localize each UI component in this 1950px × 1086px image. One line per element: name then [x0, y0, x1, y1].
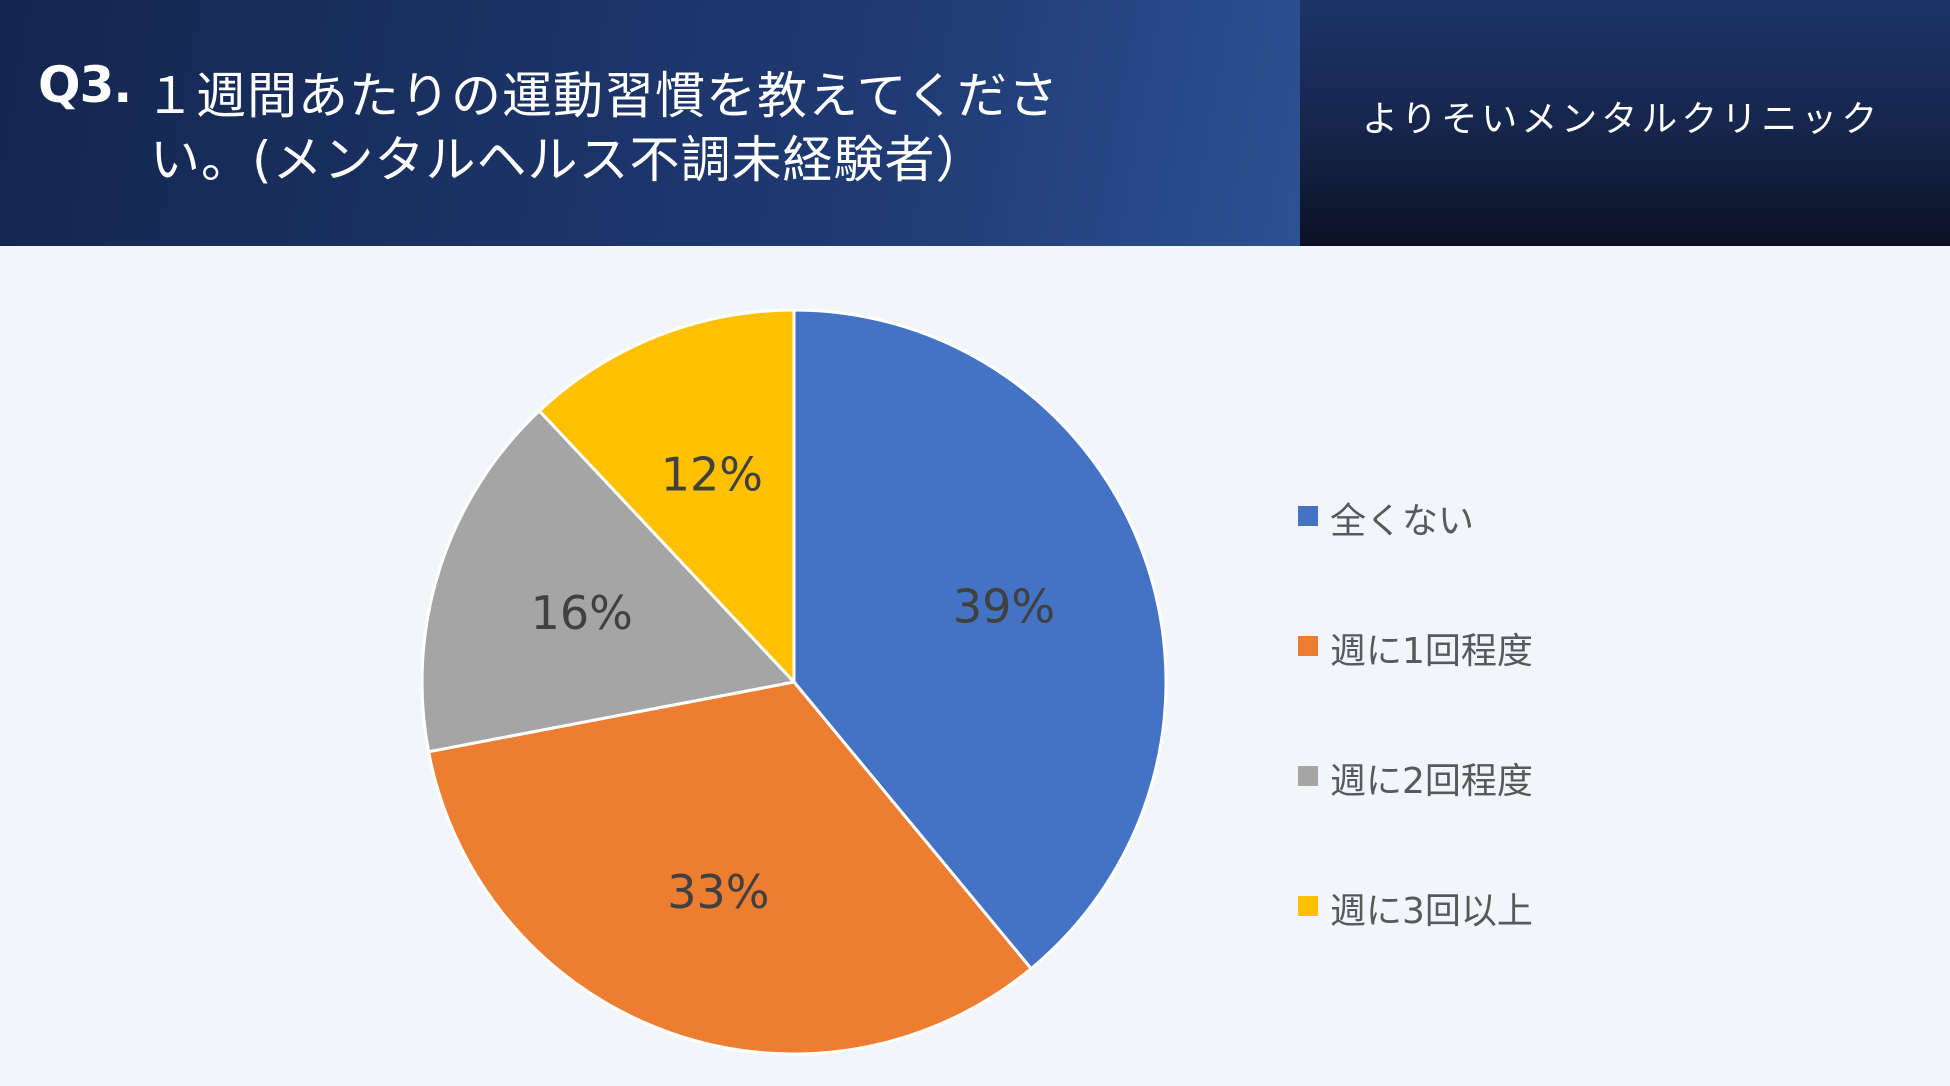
pie-label-none: 39% — [953, 579, 1055, 633]
legend-swatch-three-plus-weekly — [1298, 896, 1318, 916]
legend-label-once-weekly: 週に1回程度 — [1330, 631, 1533, 672]
legend-swatch-twice-weekly — [1298, 766, 1318, 786]
legend-label-twice-weekly: 週に2回程度 — [1330, 761, 1533, 802]
legend-label-none: 全くない — [1330, 501, 1475, 542]
legend-label-three-plus-weekly: 週に3回以上 — [1330, 891, 1533, 932]
question-title-line-2: い。(メンタルヘルス不調未経験者） — [150, 131, 987, 189]
legend-swatch-once-weekly — [1298, 636, 1318, 656]
pie-slice-twice-weekly — [420, 408, 797, 754]
pie-slices — [420, 308, 1168, 1056]
pie-slice-once-weekly — [426, 680, 1034, 1056]
pie-label-twice-weekly: 16% — [531, 586, 633, 640]
pie-chart: 39% 33% 16% 12% — [420, 308, 1168, 1056]
pie-slice-three-plus-weekly — [537, 308, 796, 686]
title-panel: Q3. １週間あたりの運動習慣を教えてくださ い。(メンタルヘルス不調未経験者） — [0, 0, 1300, 246]
brand-panel — [1300, 0, 1950, 246]
legend-swatch-none — [1298, 506, 1318, 526]
header-banner: Q3. １週間あたりの運動習慣を教えてくださ い。(メンタルヘルス不調未経験者）… — [0, 0, 1950, 246]
pie-data-labels: 39% 33% 16% 12% — [531, 447, 1056, 919]
question-number: Q3. — [38, 56, 132, 114]
pie-label-three-plus-weekly: 12% — [661, 447, 763, 501]
pie-slice-none — [792, 308, 1168, 971]
pie-label-once-weekly: 33% — [667, 865, 769, 919]
question-title-line-1: １週間あたりの運動習慣を教えてくださ — [145, 67, 1059, 125]
clinic-name: よりそいメンタルクリニック — [1362, 99, 1882, 140]
